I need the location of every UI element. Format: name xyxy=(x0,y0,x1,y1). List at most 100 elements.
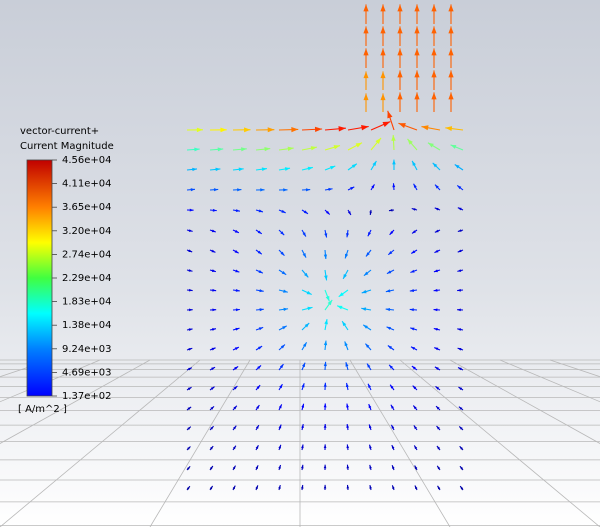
floor-line xyxy=(349,359,451,527)
floor-grid xyxy=(0,359,600,527)
vector-head xyxy=(255,425,259,429)
vector-head xyxy=(188,367,192,371)
vector-head xyxy=(343,273,347,279)
vector-head xyxy=(325,295,330,302)
vector-head xyxy=(347,211,351,215)
vector-head xyxy=(284,167,291,171)
vector-head xyxy=(212,308,217,312)
vector-head xyxy=(397,48,403,56)
vector-head xyxy=(255,465,259,470)
colorbar-label: 2.29e+04 xyxy=(62,273,112,284)
vector-head xyxy=(414,445,418,450)
vector-head xyxy=(212,288,217,292)
vector-head xyxy=(346,464,350,469)
colorbar-label: 4.56e+04 xyxy=(62,155,112,166)
vector-head xyxy=(186,466,191,470)
vector-head xyxy=(342,321,347,327)
colorbar-label: 4.11e+04 xyxy=(62,179,112,190)
vector-head xyxy=(414,92,420,100)
vector-head xyxy=(301,403,305,408)
vector-head xyxy=(368,383,372,388)
vector-head xyxy=(389,230,394,235)
vector-head xyxy=(386,326,392,330)
vector-head xyxy=(209,485,213,490)
vector-head xyxy=(457,185,462,190)
vector-head xyxy=(233,425,237,430)
vector-head xyxy=(385,307,391,312)
vector-head xyxy=(283,188,288,192)
vector-head xyxy=(363,324,368,329)
vector-head xyxy=(188,269,193,272)
vector-head xyxy=(457,328,462,331)
vector-head xyxy=(210,386,215,390)
vector-head xyxy=(392,485,395,489)
vector-head xyxy=(189,208,194,212)
vector-head xyxy=(234,229,239,233)
vector-head xyxy=(209,465,213,470)
vector-head xyxy=(233,386,238,390)
vector-head xyxy=(457,288,461,292)
vector-head xyxy=(388,208,393,212)
vector-head xyxy=(188,288,193,292)
vector-head xyxy=(361,125,369,131)
vector-head xyxy=(414,485,418,490)
vector-head xyxy=(281,270,287,275)
vector-head xyxy=(190,188,195,192)
vector-head xyxy=(257,365,262,370)
vector-head xyxy=(459,446,463,450)
vector-head xyxy=(215,167,221,172)
vector-head xyxy=(210,406,215,410)
vector-head xyxy=(324,233,328,238)
vector-head xyxy=(367,232,371,237)
vector-head xyxy=(433,288,438,292)
vector-head xyxy=(301,444,304,449)
vector-head xyxy=(264,146,271,152)
vector-head xyxy=(258,327,264,331)
vector-head xyxy=(367,363,371,368)
vector-head xyxy=(407,138,413,145)
vector-head xyxy=(445,126,453,132)
vector-head xyxy=(330,166,336,170)
vector-head xyxy=(327,299,333,306)
vector-head xyxy=(255,485,258,490)
vector-head xyxy=(369,485,372,489)
vector-head xyxy=(458,367,462,371)
vector-head xyxy=(398,123,406,129)
vector-head xyxy=(328,187,333,191)
vector-head xyxy=(431,4,437,12)
vector-head xyxy=(392,159,396,165)
colorbar-label: 1.37e+02 xyxy=(62,391,112,402)
vector-head xyxy=(345,253,349,259)
vector-head xyxy=(413,425,418,430)
vector-head xyxy=(397,4,403,12)
vector-head xyxy=(391,424,395,429)
vector-head xyxy=(323,340,328,346)
vector-head xyxy=(388,251,393,255)
floor-line xyxy=(0,359,151,444)
vector-head xyxy=(259,308,264,312)
vector-head xyxy=(324,319,328,325)
vector-head xyxy=(380,26,386,34)
vector-head xyxy=(210,446,214,450)
vector-head xyxy=(380,48,386,56)
vector-head xyxy=(232,465,236,470)
vector-head xyxy=(280,344,285,349)
colorbar-labels: 4.56e+04 4.11e+04 3.65e+04 3.20e+04 2.74e+04… xyxy=(52,155,112,402)
vector-head xyxy=(307,166,313,171)
vector-head xyxy=(235,269,240,273)
vector-head xyxy=(323,361,327,367)
vector-head xyxy=(382,121,391,128)
vector-head xyxy=(411,208,416,211)
vector-head xyxy=(346,424,350,428)
vector-head xyxy=(255,445,259,449)
vector-head xyxy=(325,210,330,215)
vector-head xyxy=(338,126,346,132)
vector-head xyxy=(323,423,327,428)
vector-head xyxy=(391,134,396,141)
vector-head xyxy=(278,444,281,449)
vector-head xyxy=(234,250,239,254)
floor-line xyxy=(0,359,201,527)
vector-head xyxy=(283,289,288,293)
vector-head xyxy=(213,188,219,192)
vector-head xyxy=(187,406,192,411)
